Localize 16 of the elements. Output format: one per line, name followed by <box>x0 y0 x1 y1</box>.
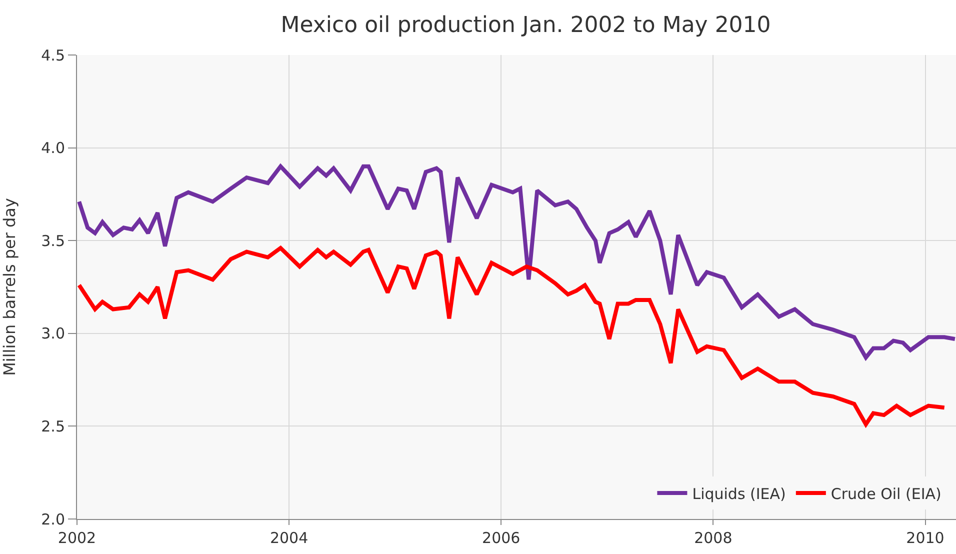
y-tick-label: 4.5 <box>41 46 65 64</box>
legend-label: Liquids (IEA) <box>692 484 786 503</box>
y-tick-label: 3.5 <box>41 232 65 250</box>
x-tick-label: 2008 <box>694 529 732 547</box>
line-series <box>77 164 956 360</box>
x-tick-label: 2010 <box>906 529 944 547</box>
y-tick-label: 3.0 <box>41 324 65 343</box>
chart-title: Mexico oil production Jan. 2002 to May 2010 <box>280 13 771 38</box>
x-tick-label: 2004 <box>270 529 308 547</box>
y-tick-label: 4.0 <box>41 139 65 158</box>
y-tick-label: 2.0 <box>41 510 65 528</box>
legend-label: Crude Oil (EIA) <box>830 484 942 503</box>
y-axis-title: Million barrels per day <box>0 198 19 376</box>
x-tick-label: 2002 <box>58 529 96 547</box>
x-tick-label: 2006 <box>482 529 520 547</box>
y-tick-label: 2.5 <box>41 417 65 436</box>
